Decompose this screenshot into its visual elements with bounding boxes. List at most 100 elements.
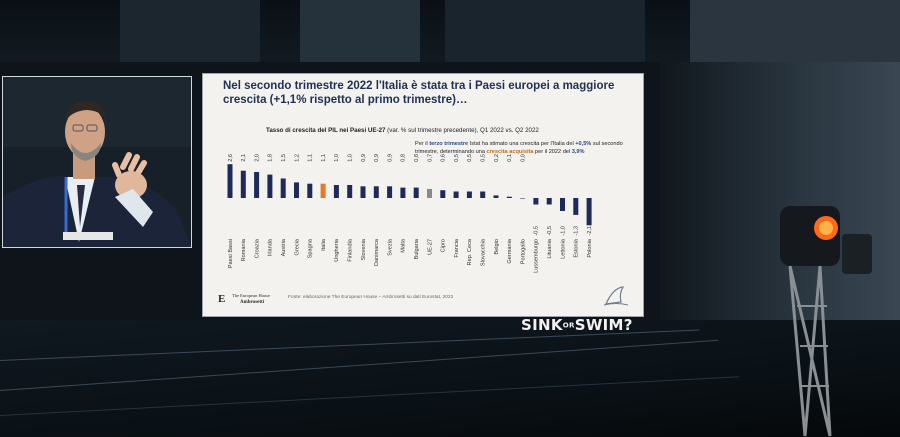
category-label: Polonia: [587, 238, 593, 258]
bar-austria: [280, 178, 286, 198]
chart-title: Tasso di crescita del PIL nei Paesi UE-2…: [266, 127, 636, 134]
value-label: -1,3: [574, 226, 580, 236]
right-wall: [660, 62, 900, 352]
note-text: sul secondo trimestre, determinando una: [415, 141, 623, 155]
bar-polonia: [586, 198, 592, 226]
value-label: 0,9: [387, 154, 393, 162]
chart-title-bold: Tasso di crescita del PIL nei Paesi UE-2…: [266, 127, 386, 134]
bar-finlandia: [347, 185, 353, 198]
category-label: Paesi Bassi: [228, 239, 234, 268]
category-label: Croazia: [254, 238, 260, 258]
note-text: Istat ha stimato una crescita per l'Ital…: [468, 141, 576, 147]
category-label: Grecia: [294, 238, 300, 255]
bar-portogallo: [520, 198, 526, 199]
note-highlight-orange: crescita acquisita: [486, 149, 534, 155]
source-note: Fonte: elaborazione The European House –…: [288, 295, 454, 300]
bar-lituania: [546, 198, 552, 205]
bar-svezia: [387, 186, 393, 198]
value-label: 0,9: [361, 154, 367, 162]
bar-danimarca: [373, 186, 379, 198]
bar-irlanda: [267, 174, 273, 198]
value-label: -0,5: [547, 226, 553, 236]
gdp-growth-bar-chart: 2,6 Paesi Bassi 2,1 Romania 2,0 Croazia 1,8 Irl…: [227, 154, 593, 273]
presentation-slide: Nel secondo trimestre 2022 l'Italia è st…: [202, 73, 644, 317]
value-label: -2,1: [587, 226, 593, 236]
stage-spotlight: [780, 206, 872, 437]
brand-swim: SWIM: [574, 316, 624, 334]
bar-germania: [506, 196, 512, 198]
value-label: 0,5: [454, 154, 460, 162]
bar-romania: [240, 170, 246, 198]
category-label: Bulgaria: [414, 238, 420, 259]
ceiling-panel: [445, 0, 645, 62]
category-label: Romania: [241, 238, 247, 261]
value-label: 0,6: [441, 154, 447, 162]
value-label: 2,6: [228, 154, 234, 162]
bar-croazia: [254, 172, 260, 198]
bar-ungheria: [333, 185, 339, 198]
category-label: Austria: [281, 238, 287, 256]
note-highlight: terzo trimestre: [429, 141, 469, 147]
category-label: Cipro: [441, 239, 447, 252]
value-label: 0,8: [401, 154, 407, 162]
value-label: 0,5: [481, 154, 487, 162]
value-label: 0,7: [427, 154, 433, 162]
bar-lussemburgo: [533, 198, 539, 205]
value-label: 0,1: [507, 154, 513, 162]
value-label: 0,0: [520, 154, 526, 162]
value-label: 1,0: [334, 154, 340, 162]
category-label: Belgio: [494, 239, 500, 255]
bar-francia: [453, 191, 459, 198]
bar-italia: [320, 183, 326, 198]
bar-spagna: [307, 183, 313, 198]
category-label: Slovenia: [361, 238, 367, 260]
note-text: Per il: [415, 141, 430, 147]
brand-or: OR: [562, 321, 575, 330]
category-label: UE-27: [427, 239, 433, 255]
bar-ue-27: [427, 188, 432, 198]
bar-rep-ceca: [466, 191, 472, 198]
chart-title-rest: (var. % sul trimestre precedente), Q1 20…: [385, 127, 539, 134]
bar-slovacchia: [480, 191, 486, 198]
category-label: Lettonia: [560, 238, 566, 259]
bar-cipro: [440, 190, 446, 198]
bar-belgio: [493, 195, 499, 198]
speaker-video-feed: [2, 76, 192, 248]
bar-paesi-bassi: [227, 164, 233, 198]
bar-slovenia: [360, 186, 366, 198]
value-label: 0,9: [374, 154, 380, 162]
ambrosetti-logo: E The European House Ambrosetti: [218, 292, 278, 308]
logo-mark: E: [218, 293, 226, 305]
value-label: 2,0: [254, 154, 260, 162]
value-label: 2,1: [241, 154, 247, 162]
note-text: per il 2022 del: [533, 149, 572, 155]
category-label: Francia: [454, 238, 460, 258]
bar-bulgaria: [413, 187, 419, 198]
category-label: Danimarca: [374, 238, 380, 266]
sink-or-swim-logo: SINKORSWIM?: [521, 316, 633, 334]
bar-grecia: [294, 182, 299, 198]
category-label: Malta: [401, 238, 407, 253]
category-label: Estonia: [574, 238, 580, 258]
value-label: 1,5: [281, 154, 287, 162]
category-label: Spagna: [308, 238, 314, 258]
floor-line: [0, 329, 700, 361]
category-label: Portogallo: [520, 239, 526, 264]
value-label: 1,8: [268, 154, 274, 162]
category-label: Rep. Ceca: [467, 238, 473, 265]
brand-sink: SINK: [521, 316, 563, 334]
bar-lettonia: [560, 198, 565, 211]
value-label: 0,2: [494, 154, 500, 162]
ceiling: [0, 0, 900, 70]
value-label: 1,1: [308, 154, 314, 162]
category-label: Lussemburgo: [534, 239, 540, 273]
category-label: Svezia: [387, 238, 393, 256]
slide-title: Nel secondo trimestre 2022 l'Italia è st…: [223, 80, 615, 106]
category-label: Lituania: [547, 238, 553, 258]
shark-fin-icon: [603, 286, 629, 306]
value-label: 1,2: [294, 154, 300, 162]
chart-note: Per il terzo trimestre Istat ha stimato …: [415, 140, 625, 156]
category-label: Irlanda: [268, 238, 274, 256]
value-label: 1,1: [321, 154, 327, 162]
value-label: 0,8: [414, 154, 420, 162]
